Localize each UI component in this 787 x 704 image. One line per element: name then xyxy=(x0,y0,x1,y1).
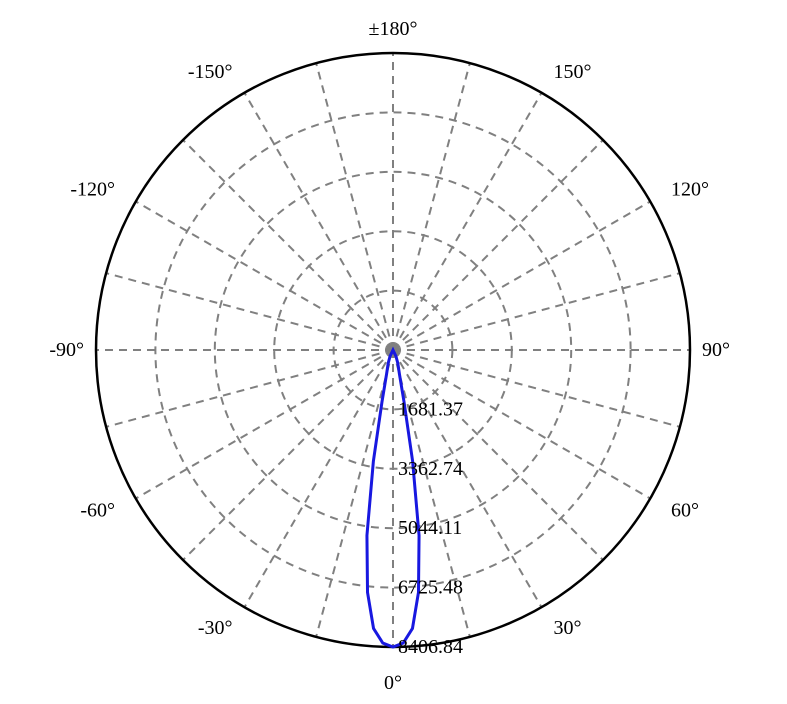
angle-label: -60° xyxy=(80,500,115,522)
spoke-line xyxy=(106,273,393,350)
angle-label: -90° xyxy=(49,339,84,361)
angle-label: 30° xyxy=(554,617,582,639)
spoke-line xyxy=(106,350,393,427)
spoke-line xyxy=(183,140,393,350)
spoke-line xyxy=(136,350,393,499)
angle-label: ±180° xyxy=(369,18,418,40)
spoke-line xyxy=(393,202,650,351)
ring-label: 5044.11 xyxy=(398,517,462,539)
ring-label: 6725.48 xyxy=(398,577,463,599)
ring-label: 3362.74 xyxy=(398,458,463,480)
angle-label: 60° xyxy=(671,500,699,522)
polar-chart: 1681.37 3362.74 5044.11 6725.48 8406.84 0° 30°… xyxy=(0,0,787,704)
ring-label: 8406.84 xyxy=(398,636,463,658)
spoke-line xyxy=(316,63,393,350)
spoke-line xyxy=(393,63,470,350)
spoke-line xyxy=(183,350,393,560)
spoke-line xyxy=(393,140,603,350)
spoke-line xyxy=(393,93,542,350)
angle-label: -120° xyxy=(70,179,115,201)
spoke-line xyxy=(393,273,680,350)
angle-label: 120° xyxy=(671,179,709,201)
angle-label: 90° xyxy=(702,339,730,361)
spoke-line xyxy=(136,202,393,351)
angle-label: 0° xyxy=(384,672,402,694)
ring-label: 1681.37 xyxy=(398,398,463,420)
angle-label: -150° xyxy=(188,61,233,83)
spoke-line xyxy=(316,350,393,637)
spoke-line xyxy=(245,93,394,350)
angle-label: -30° xyxy=(198,617,233,639)
angle-label: 150° xyxy=(554,61,592,83)
